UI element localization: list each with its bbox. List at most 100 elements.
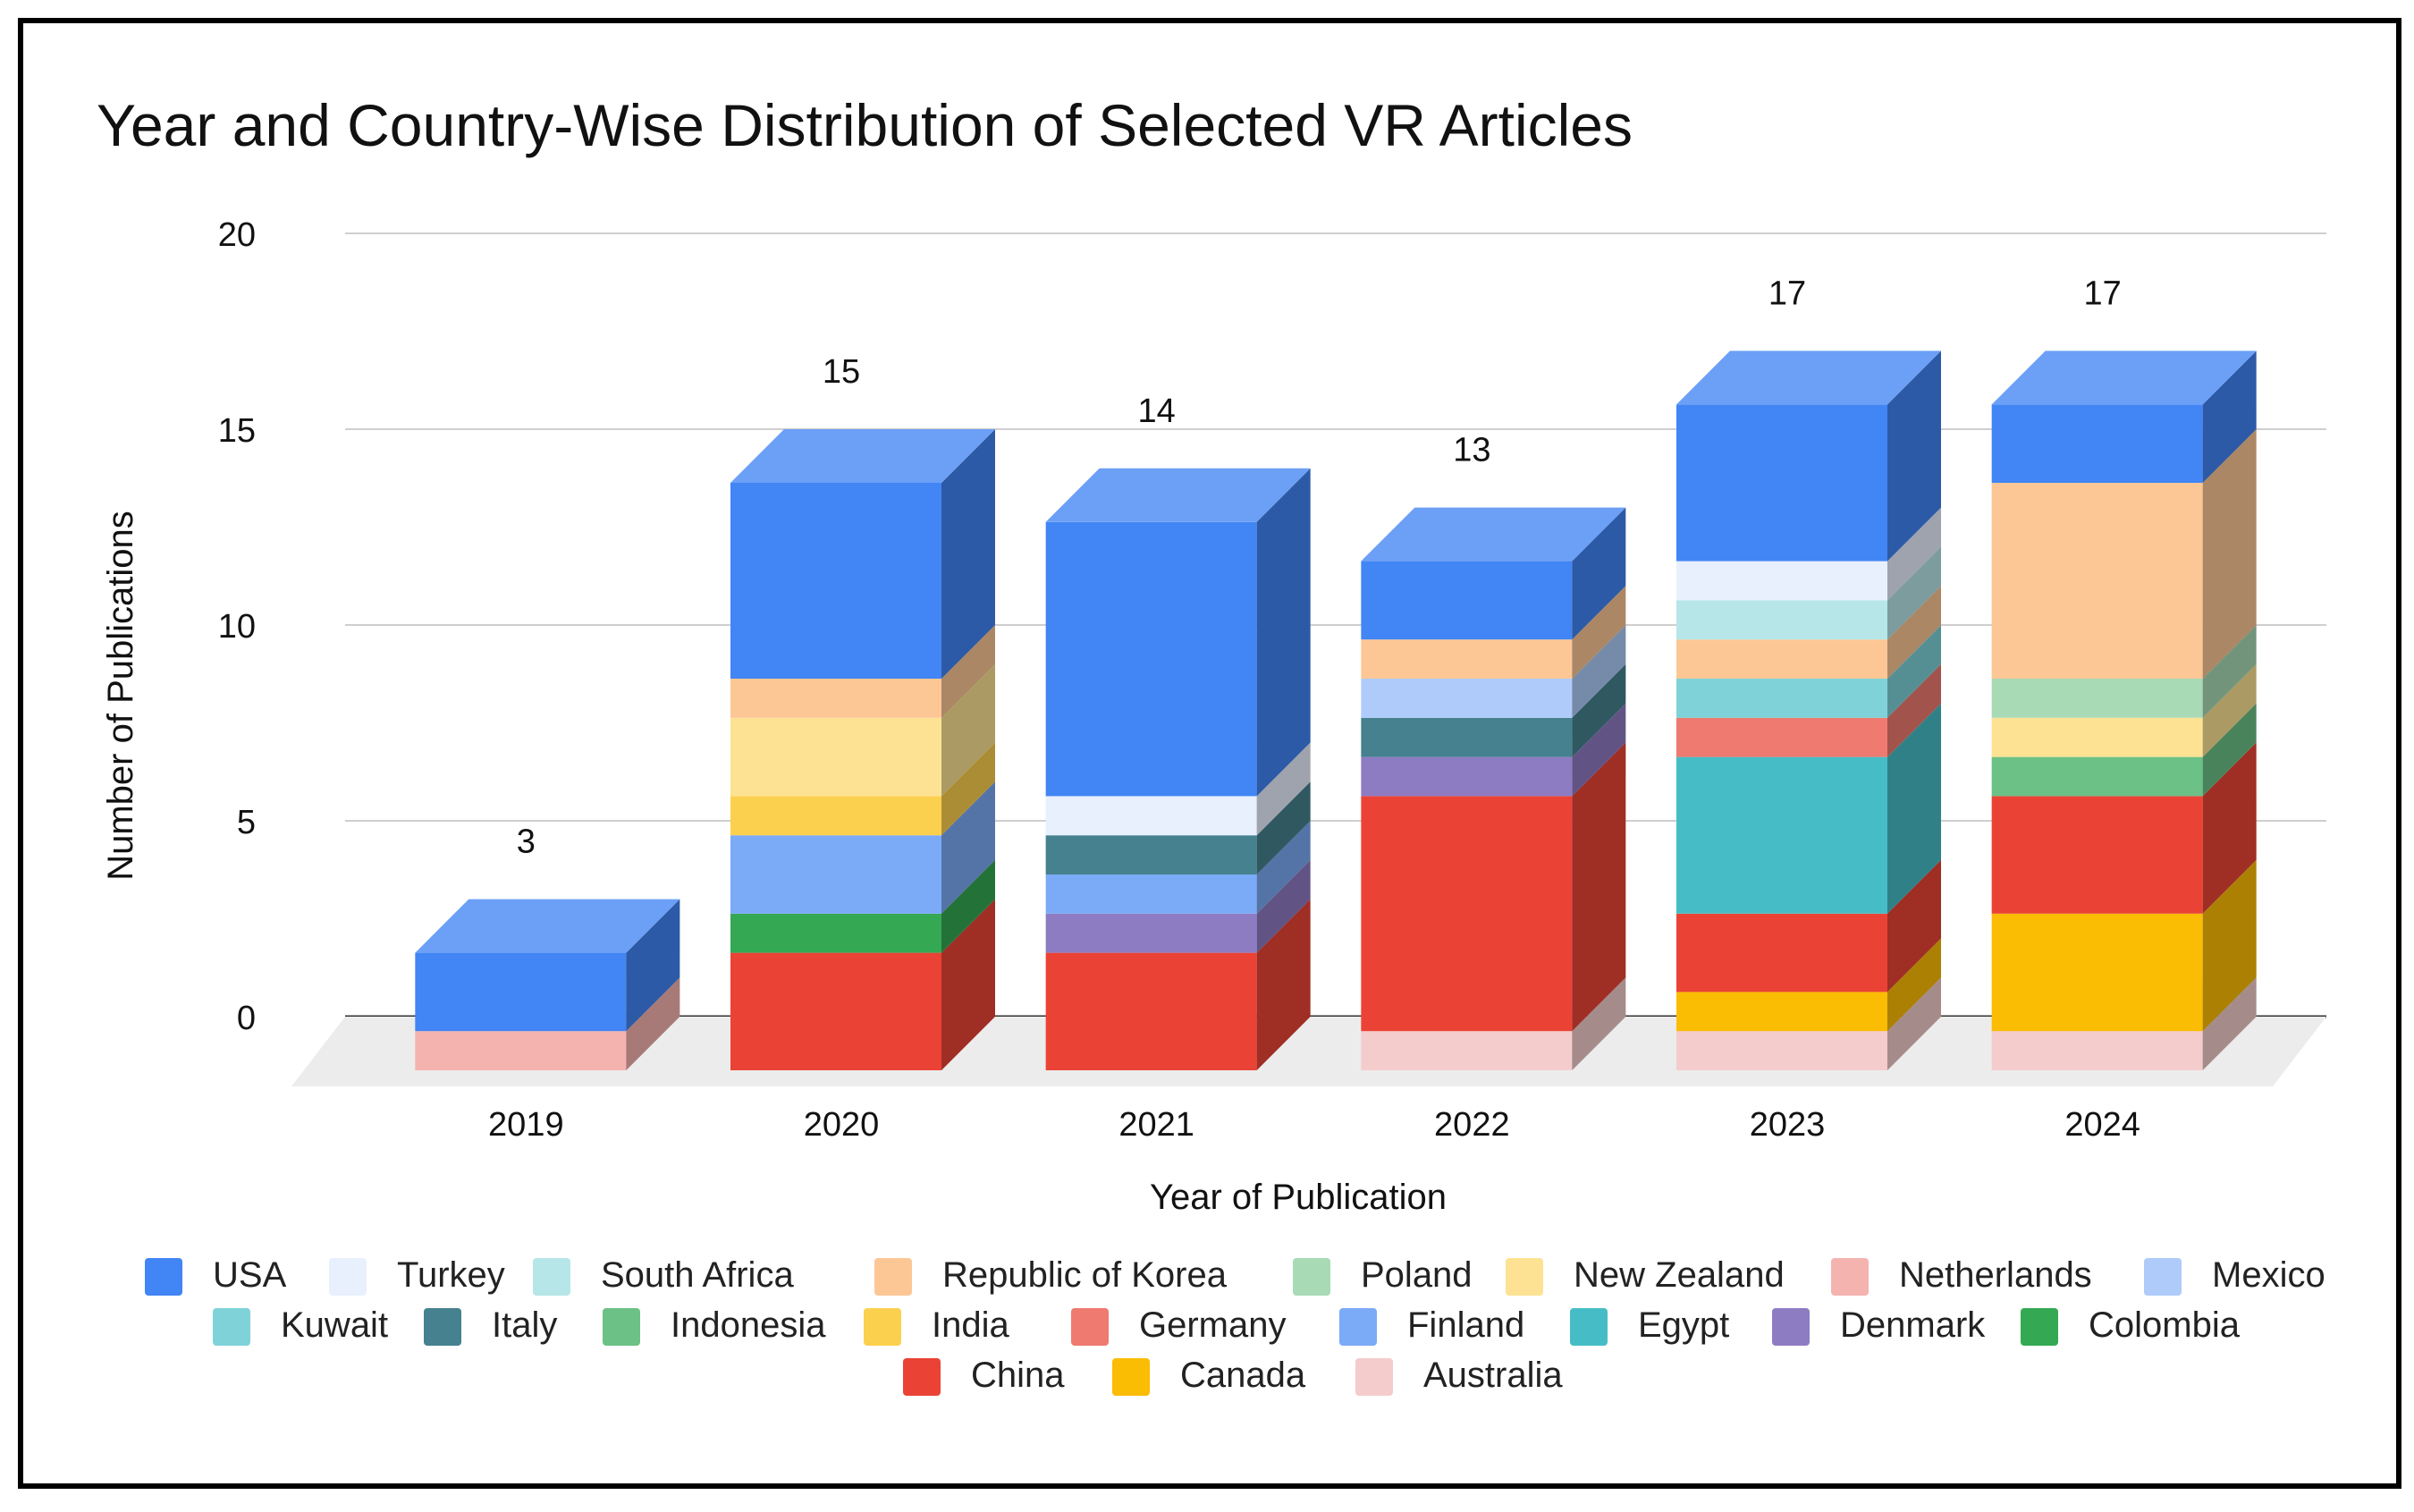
bar-segment [1361,703,1626,797]
bar-segment-side [1887,859,1941,993]
bar-segment-front [730,679,941,718]
y-tick-label: 10 [218,608,256,646]
bar-segment-front [1991,756,2203,797]
bar-top-face [1045,468,1311,522]
bar-segment-front [730,717,941,797]
legend-label: Italy [492,1305,557,1345]
bar-segment-front [730,483,941,679]
bar-segment-side [941,899,995,1070]
x-tick-label: 2019 [488,1106,564,1144]
legend-label: Australia [1423,1356,1563,1395]
legend-item: South Africa [533,1255,794,1296]
legend-item: Indonesia [603,1305,826,1346]
bar-segment-side [1256,468,1311,797]
bar-segment-side [941,859,995,953]
bar-segment [1045,742,1311,836]
legend: USA Turkey South Africa Republic of Korea Po… [145,1255,2325,1396]
legend-label: Republic of Korea [942,1255,1228,1295]
bar-segment-side [2202,859,2257,1032]
bar-segment-side [1887,351,1941,562]
legend-item: Kuwait [213,1305,388,1346]
bar-segment [1045,821,1311,914]
legend-label: Poland [1361,1255,1473,1295]
bar-segment-side [1887,546,1941,640]
bar-segment [415,977,680,1070]
legend-swatch [874,1258,912,1296]
bar-segment-side [941,625,995,718]
bar-segment-front [1361,639,1573,679]
bar-segment-front [1676,717,1887,757]
labels-layer: 0 5 10 15 20 3 2019 15 2020 14 2021 13 2022 17 2023 17 2… [218,216,2140,1144]
bar-segment-side [1887,625,1941,718]
bar-segment-side [1256,781,1311,874]
bar-segment-side [1572,625,1626,718]
legend-item: Italy [424,1305,557,1346]
bar-segment [730,859,995,953]
bar-segment-side [941,429,995,679]
legend-swatch [864,1308,901,1346]
bar-segment-side [1256,859,1311,953]
legend-swatch [329,1258,367,1296]
bar-stack [1991,351,2257,1070]
legend-label: India [932,1305,1009,1345]
bar-segment [730,429,995,679]
legend-swatch [2021,1308,2058,1346]
bar-segment-front [1045,835,1257,874]
bar-segment-front [415,952,627,1032]
legend-swatch [1071,1308,1109,1346]
bar-total-label: 17 [2084,275,2122,312]
legend-item: Mexico [2144,1255,2325,1296]
bar-segment-front [1991,796,2203,914]
bar-segment [1676,351,1941,562]
bar-segment [1676,977,1941,1070]
legend-swatch [533,1258,570,1296]
bar-segment-side [941,663,995,797]
legend-item: Turkey [329,1255,505,1296]
bar-segment [1676,546,1941,640]
bar-segment-side [1256,742,1311,836]
bar-segment-front [1045,796,1257,836]
bar-segment-side [1256,821,1311,914]
bar-top-face [415,899,680,953]
legend-swatch [1570,1308,1608,1346]
legend-label: Germany [1139,1305,1287,1345]
bar-segment-side [1572,977,1626,1070]
bar-segment-front [1991,913,2203,1032]
legend-item: Egypt [1570,1305,1729,1346]
bar-segment-front [1361,1031,1573,1070]
bar-segment-front [1991,717,2203,757]
legend-item: China [903,1356,1065,1396]
bar-segment-side [1572,586,1626,679]
bar-segment [1676,938,1941,1032]
legend-swatch [1339,1308,1377,1346]
legend-label: USA [213,1255,287,1295]
bar-segment-side [1887,663,1941,757]
legend-swatch [1355,1358,1393,1396]
bar-segment [415,899,680,1032]
bar-segment [1991,742,2257,914]
bar-segment-side [2202,703,2257,797]
legend-item: Finland [1339,1305,1524,1346]
bar-segment [1676,859,1941,993]
legend-item: Netherlands [1831,1255,2092,1296]
bar-segment [1361,625,1626,718]
legend-swatch [1506,1258,1543,1296]
legend-item: Poland [1293,1255,1473,1296]
bar-segment [1991,663,2257,757]
bar-segment [1991,351,2257,483]
legend-item: Colombia [2021,1305,2241,1346]
bar-segment-side [1572,742,1626,1032]
bar-top-face [1676,351,1941,405]
bar-segment-front [1361,717,1573,757]
bar-segment [730,899,995,1070]
bar-segment-front [730,796,941,836]
bar-stack [1361,507,1626,1070]
legend-label: China [971,1356,1065,1395]
y-tick-label: 0 [237,1000,256,1037]
legend-item: Denmark [1772,1305,1986,1346]
bar-segment-front [1361,756,1573,797]
bar-segment-side [941,742,995,836]
bar-segment-front [1991,679,2203,718]
bar-segment-front [1676,404,1887,562]
bar-segment-side [2202,663,2257,757]
